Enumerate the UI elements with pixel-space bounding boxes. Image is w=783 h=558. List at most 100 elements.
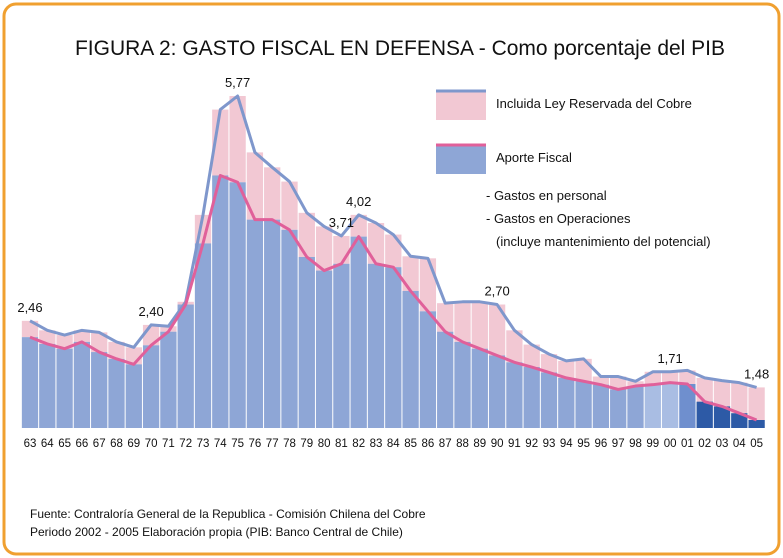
column-segment	[108, 358, 125, 428]
column-segment	[627, 386, 644, 428]
x-tick-label: 69	[127, 438, 140, 450]
column-segment	[661, 382, 679, 428]
legend-swatch	[436, 144, 486, 174]
series-line	[29, 94, 757, 389]
column-segment	[610, 376, 627, 390]
column-segment	[696, 401, 713, 428]
x-tick-label: 79	[300, 438, 313, 450]
x-tick-label: 05	[750, 438, 763, 450]
column-segment	[488, 304, 506, 356]
column-segment	[592, 376, 610, 385]
column-segment	[731, 413, 748, 428]
x-tick-label: 80	[318, 438, 331, 450]
column-segment	[21, 320, 39, 338]
column-segment	[56, 348, 73, 428]
x-tick-label: 83	[370, 438, 383, 450]
x-tick-label: 93	[543, 438, 556, 450]
x-tick-label: 75	[231, 438, 244, 450]
value-label: 2,70	[484, 284, 509, 299]
x-tick-label: 91	[508, 438, 521, 450]
column-segment	[523, 344, 540, 368]
column-segment	[125, 364, 142, 428]
column-segment	[679, 370, 696, 384]
column-segment	[39, 343, 56, 428]
column-segment	[419, 311, 437, 428]
column-segment	[281, 229, 298, 428]
legend-label: Aporte Fiscal	[496, 150, 572, 165]
x-tick-label: 77	[266, 438, 279, 450]
column-segment	[229, 182, 246, 428]
value-label: 5,77	[225, 75, 250, 90]
column-segment	[506, 330, 523, 363]
value-label: 3,71	[329, 215, 354, 230]
column-segment	[367, 223, 385, 264]
column-segment	[488, 355, 506, 428]
x-tick-label: 82	[352, 438, 365, 450]
column-segment	[264, 219, 281, 428]
column-segment	[333, 235, 350, 264]
column-segment	[264, 167, 281, 220]
column-segment	[402, 256, 419, 291]
x-tick-label: 04	[733, 438, 746, 450]
column-segment	[298, 256, 315, 428]
column-segment	[558, 377, 575, 428]
column-segment	[315, 270, 333, 428]
column-segment	[523, 367, 540, 428]
column-segment	[575, 358, 592, 382]
column-segment	[402, 290, 419, 428]
column-segment	[91, 352, 108, 428]
column-segment	[350, 236, 367, 428]
column-segment	[454, 341, 471, 428]
value-label: 4,02	[346, 194, 371, 209]
column-segment	[696, 377, 713, 402]
column-segment	[21, 337, 39, 428]
x-tick-label: 01	[681, 438, 694, 450]
column-segment	[246, 152, 264, 220]
column-segment	[142, 345, 160, 428]
x-tick-label: 96	[595, 438, 608, 450]
x-tick-label: 02	[698, 438, 711, 450]
column-segment	[471, 348, 488, 428]
note: - Gastos en personal	[486, 188, 607, 203]
column-segment	[367, 263, 385, 428]
column-segment	[315, 226, 333, 271]
x-tick-label: 99	[646, 438, 659, 450]
x-tick-label: 85	[404, 438, 417, 450]
column-segment	[540, 354, 558, 373]
column-segment	[679, 384, 696, 428]
column-segment	[91, 332, 108, 353]
legend-swatch	[436, 90, 486, 120]
x-tick-label: 87	[439, 438, 452, 450]
column-segment	[160, 331, 177, 428]
x-tick-label: 84	[387, 438, 400, 450]
x-tick-label: 00	[664, 438, 677, 450]
column-segment	[713, 406, 731, 428]
x-tick-label: 90	[491, 438, 504, 450]
chart-title: FIGURA 2: GASTO FISCAL EN DEFENSA - Como…	[75, 37, 725, 60]
note: (incluye mantenimiento del potencial)	[496, 234, 711, 249]
x-tick-label: 70	[145, 438, 158, 450]
column-segment	[592, 384, 610, 428]
column-segment	[748, 387, 765, 420]
value-label: 2,46	[17, 300, 42, 315]
x-tick-label: 68	[110, 438, 123, 450]
column-segment	[108, 341, 125, 359]
column-segment	[298, 212, 315, 257]
column-segment	[177, 304, 194, 428]
column-segment	[610, 389, 627, 428]
column-segment	[731, 382, 748, 414]
column-segment	[385, 234, 402, 268]
column-segment	[506, 362, 523, 428]
column-segment	[246, 219, 264, 428]
plot: 63 64 65 66 67 68 69 70 71 72 73 74 75 76 77 78 79 80 81 82…	[17, 75, 769, 450]
column-segment	[644, 384, 661, 428]
x-tick-label: 63	[24, 438, 37, 450]
value-label: 1,48	[744, 366, 769, 381]
value-label: 2,40	[138, 304, 163, 319]
column-segment	[333, 263, 350, 428]
x-tick-label: 65	[58, 438, 71, 450]
x-tick-label: 94	[560, 438, 573, 450]
column-segment	[437, 331, 454, 428]
column-segment	[471, 301, 488, 349]
